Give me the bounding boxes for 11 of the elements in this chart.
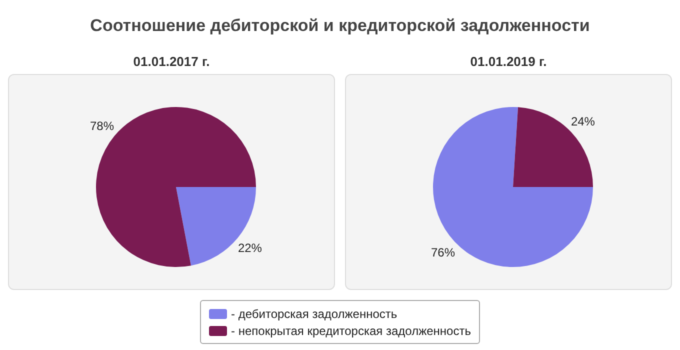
- legend-label: - дебиторская задолженность: [231, 306, 398, 320]
- data-label: 78%: [90, 118, 114, 133]
- pie-slice: [433, 107, 593, 267]
- pie-slice: [513, 107, 593, 187]
- data-label: 22%: [238, 241, 262, 256]
- data-label: 24%: [570, 114, 596, 128]
- data-label: 76%: [431, 246, 456, 260]
- chart-subtitle: 01.01.2017 г.: [132, 53, 211, 71]
- chart-title: Соотношение дебиторской и кредиторской задолженности: [89, 16, 591, 36]
- legend-label: - непокрытая кредиторская задолженность: [231, 324, 471, 338]
- chart-subtitle: 01.01.2019 г.: [469, 53, 548, 71]
